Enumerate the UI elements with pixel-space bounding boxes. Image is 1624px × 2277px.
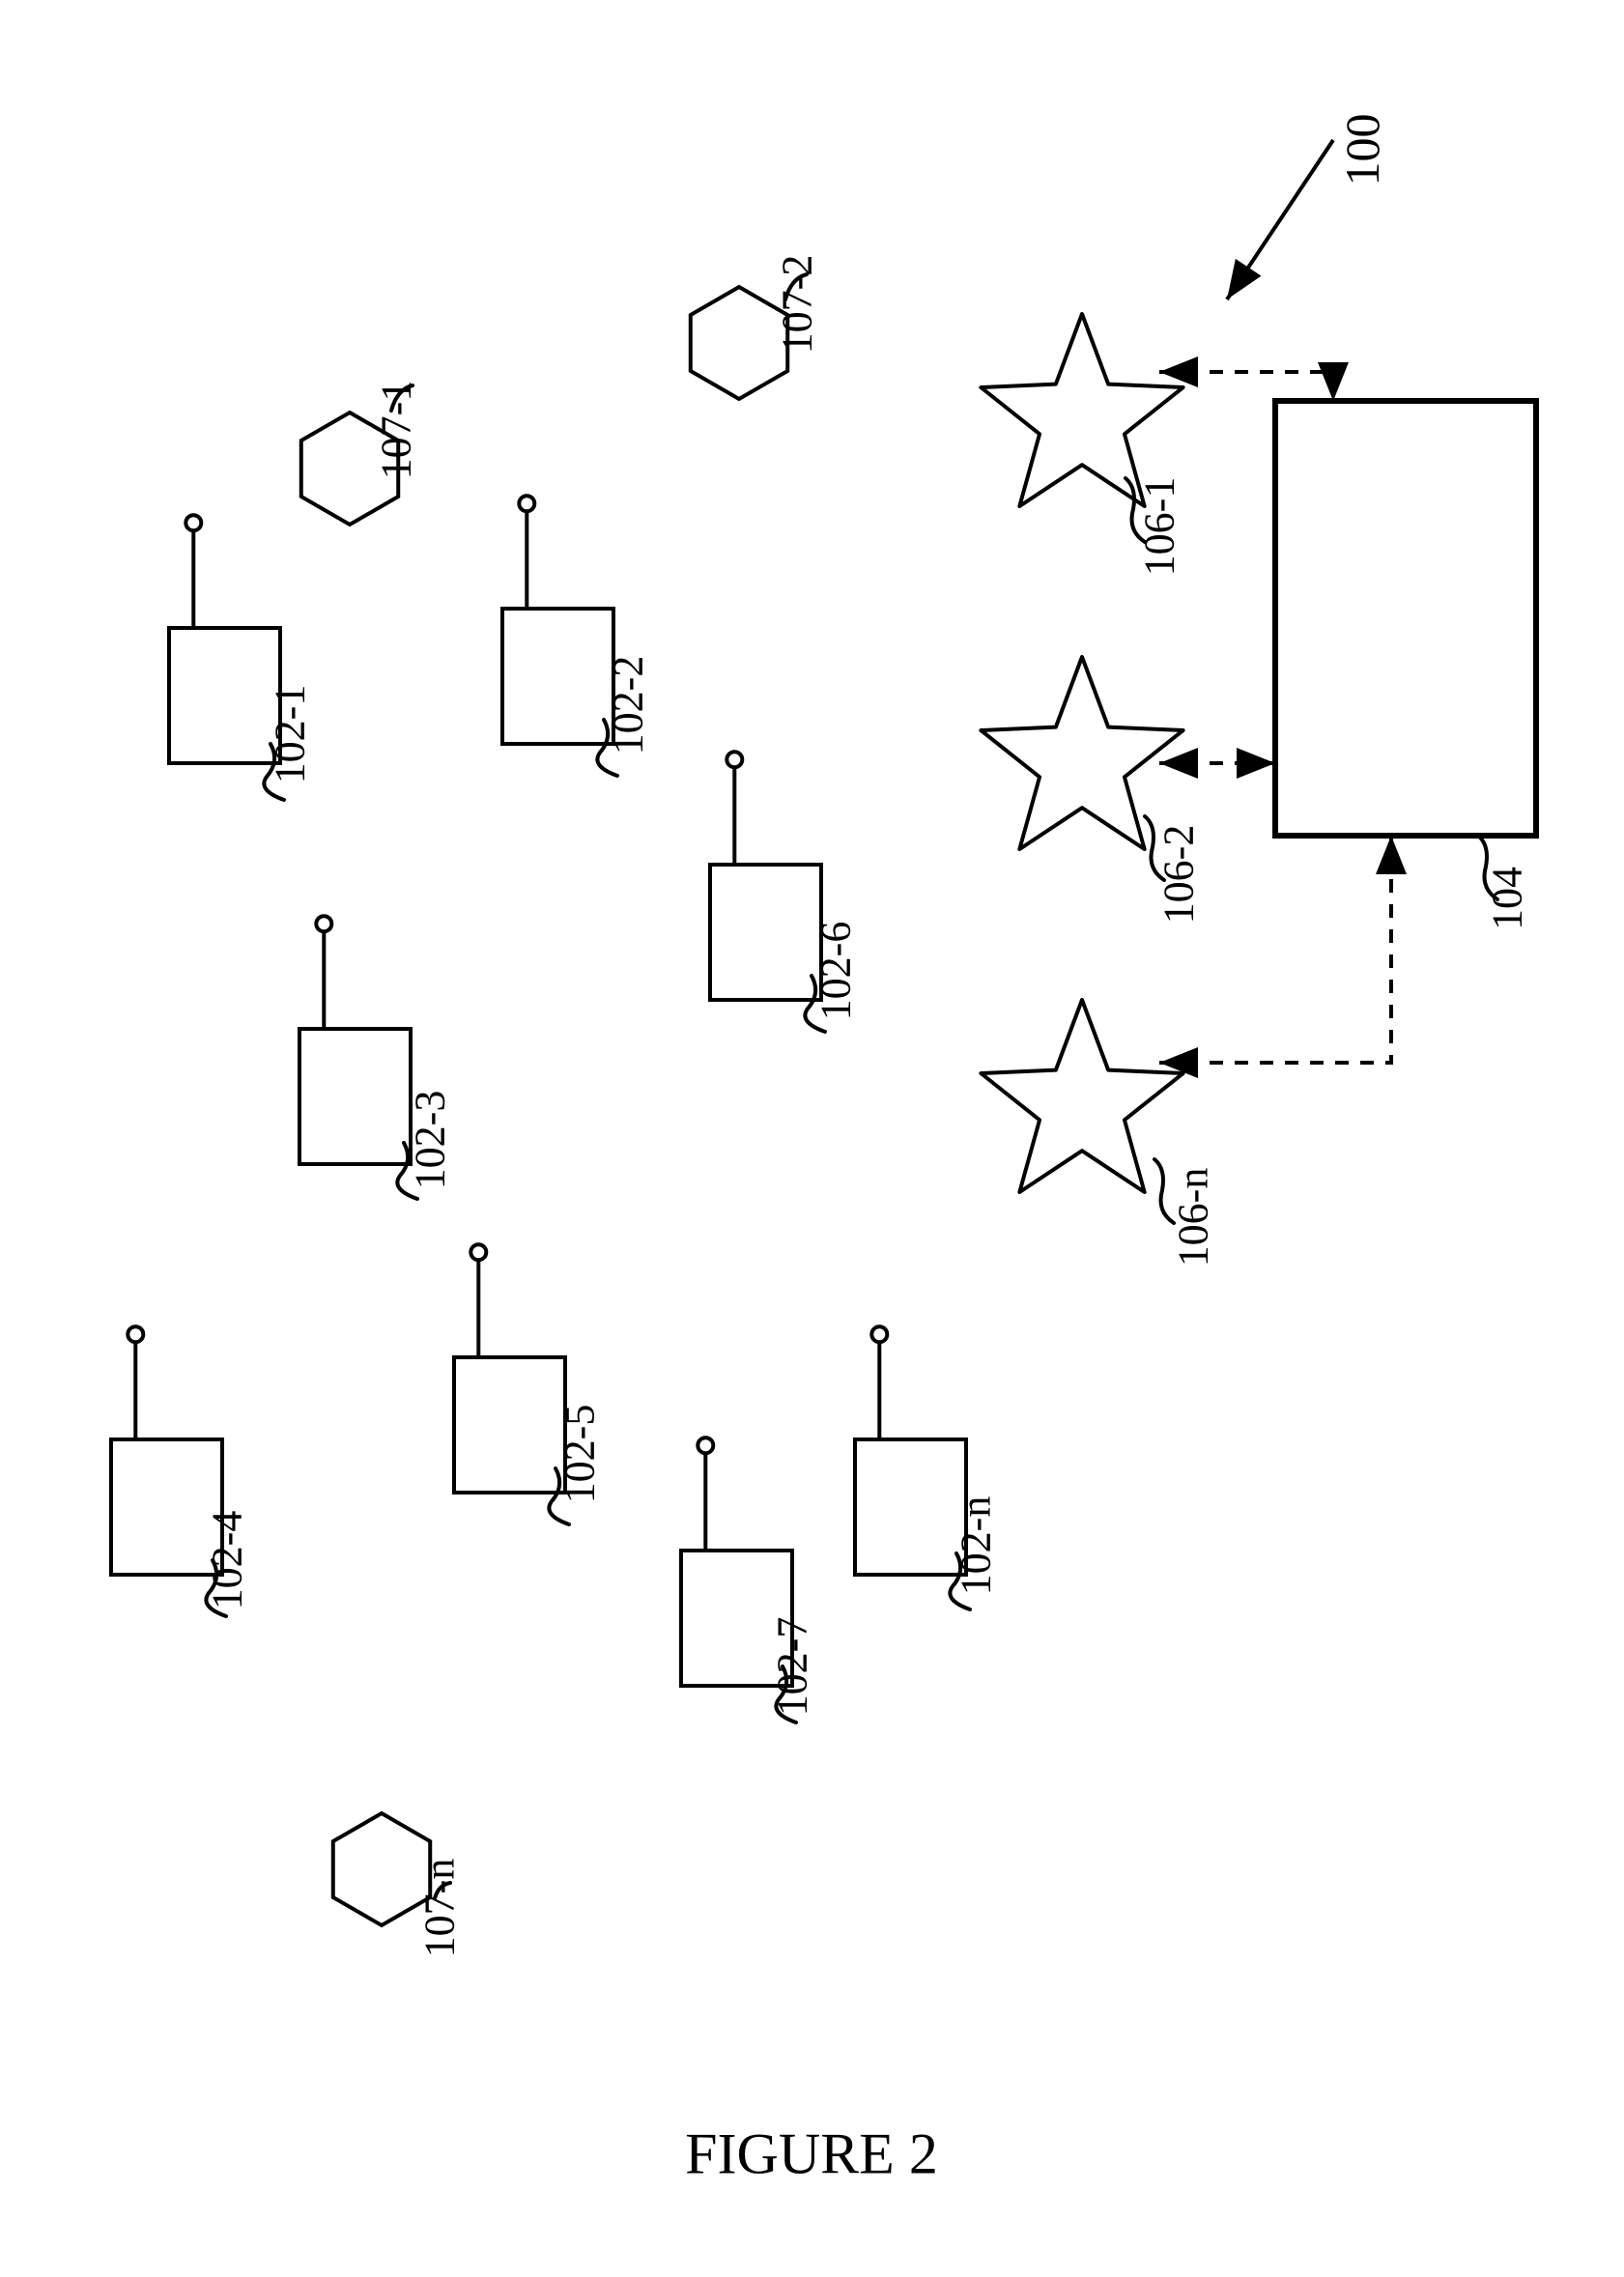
link-106-1 xyxy=(1159,372,1333,401)
sensor-102-3 xyxy=(299,1029,411,1164)
hex-label-107-n: 107-n xyxy=(415,1859,465,1958)
controller-box xyxy=(1275,401,1536,836)
star-106-2 xyxy=(981,657,1182,849)
sensor-label-102-6: 102-6 xyxy=(812,922,861,1021)
sensor-label-102-7: 102-7 xyxy=(768,1617,817,1717)
sensor-102-1 xyxy=(169,628,280,763)
sensor-102-2 xyxy=(502,609,613,744)
sensor-102-6 xyxy=(710,865,821,1000)
system-label: 100 xyxy=(1334,114,1390,186)
sensor-label-102-2: 102-2 xyxy=(604,656,653,755)
figure-label: FIGURE 2 xyxy=(685,2121,938,2188)
sensor-label-102-3: 102-3 xyxy=(406,1091,455,1190)
hex-label-107-1: 107-1 xyxy=(372,381,421,480)
star-label-106-1: 106-1 xyxy=(1135,477,1184,577)
sensor-label-102-5: 102-5 xyxy=(556,1405,605,1504)
sensor-label-102-1: 102-1 xyxy=(266,685,315,784)
sensor-label-102-n: 102-n xyxy=(952,1496,1001,1596)
sensor-102-5 xyxy=(454,1357,565,1493)
hex-label-107-2: 107-2 xyxy=(773,255,822,355)
sensor-label-102-4: 102-4 xyxy=(203,1511,252,1610)
diagram-canvas: 100 104 106-1 106-2 106-n 107-1 107-2 107-n 102-… xyxy=(0,0,1624,2277)
sensor-102-n xyxy=(855,1439,966,1575)
controller-label: 104 xyxy=(1483,867,1532,930)
star-label-106-2: 106-2 xyxy=(1154,825,1204,925)
star-label-106-n: 106-n xyxy=(1169,1168,1218,1267)
star-106-n xyxy=(981,1000,1182,1192)
